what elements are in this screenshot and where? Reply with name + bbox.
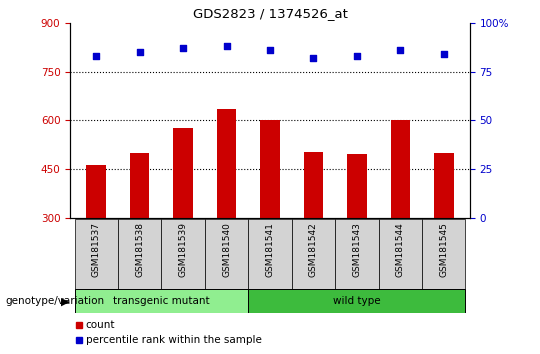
Bar — [248, 289, 465, 313]
Text: wild type: wild type — [333, 296, 381, 306]
Title: GDS2823 / 1374526_at: GDS2823 / 1374526_at — [193, 7, 347, 21]
Bar — [205, 219, 248, 289]
Bar — [248, 219, 292, 289]
Text: GSM181539: GSM181539 — [179, 222, 187, 277]
Bar — [86, 165, 106, 315]
Text: GSM181542: GSM181542 — [309, 222, 318, 277]
Point — [396, 47, 404, 53]
Text: GSM181537: GSM181537 — [92, 222, 101, 277]
Bar — [161, 219, 205, 289]
Point — [309, 55, 318, 61]
Bar — [292, 219, 335, 289]
Text: GSM181541: GSM181541 — [266, 222, 274, 277]
Bar — [75, 289, 248, 313]
Bar — [434, 153, 454, 315]
Text: ▶: ▶ — [60, 296, 69, 306]
Bar — [379, 219, 422, 289]
Bar — [422, 219, 465, 289]
Bar — [347, 154, 367, 315]
Bar — [260, 120, 280, 315]
Bar — [130, 153, 150, 315]
Point — [440, 51, 448, 57]
Point — [222, 44, 231, 49]
Point — [179, 45, 187, 51]
Point — [353, 53, 361, 59]
Text: genotype/variation: genotype/variation — [5, 296, 105, 306]
Bar — [390, 120, 410, 315]
Bar — [75, 219, 118, 289]
Bar — [303, 152, 323, 315]
Bar — [217, 109, 237, 315]
Bar — [335, 219, 379, 289]
Text: GSM181544: GSM181544 — [396, 222, 405, 277]
Point — [92, 53, 100, 59]
Bar — [173, 129, 193, 315]
Text: GSM181543: GSM181543 — [353, 222, 361, 277]
Text: GSM181540: GSM181540 — [222, 222, 231, 277]
Bar — [118, 219, 161, 289]
Text: GSM181538: GSM181538 — [135, 222, 144, 277]
Point — [266, 47, 274, 53]
Point — [136, 49, 144, 55]
Legend: count, percentile rank within the sample: count, percentile rank within the sample — [76, 320, 262, 346]
Text: GSM181545: GSM181545 — [439, 222, 448, 277]
Text: transgenic mutant: transgenic mutant — [113, 296, 210, 306]
